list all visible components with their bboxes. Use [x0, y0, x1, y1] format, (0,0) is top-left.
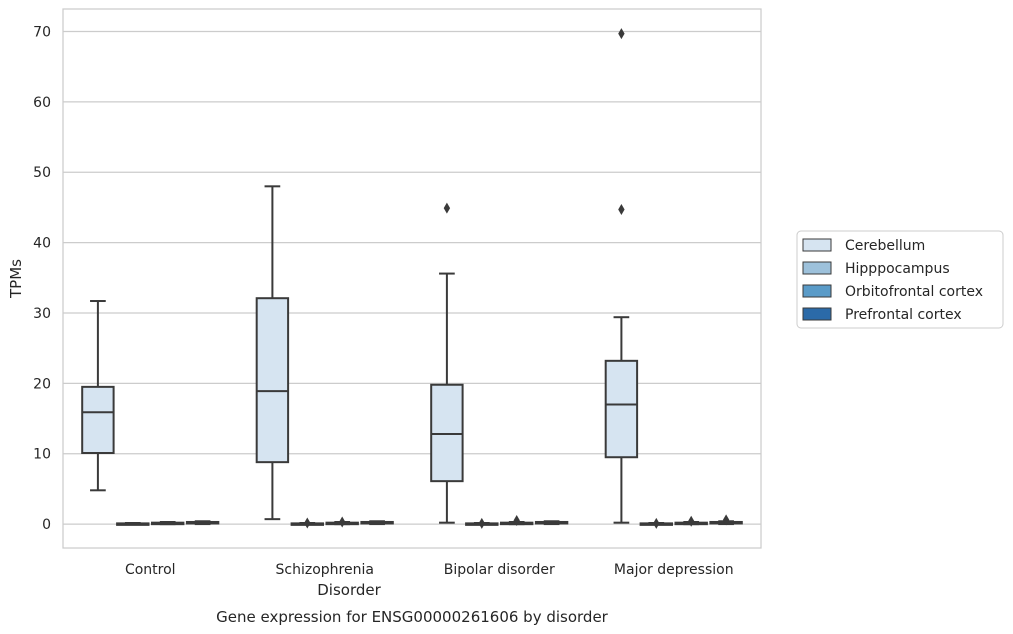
box-3-3 [499, 515, 534, 527]
box-1-4 [604, 28, 639, 524]
legend-swatch [802, 261, 832, 275]
plot-frame [62, 8, 762, 549]
outlier-point [339, 516, 346, 528]
outlier-point [618, 28, 625, 40]
legend-label: Cerebellum [845, 238, 925, 254]
box-iqr [604, 359, 639, 459]
outlier-point [722, 514, 730, 526]
box-1-2 [255, 185, 290, 521]
y-tick-label: 10 [33, 447, 51, 463]
x-tick-label: Control [125, 562, 176, 578]
outlier-point [513, 515, 520, 527]
box-2-2 [290, 517, 325, 529]
box-3-1 [150, 520, 185, 526]
chart-title: Gene expression for ENSG00000261606 by d… [216, 608, 609, 626]
box-3-2 [325, 516, 359, 528]
y-tick-label: 20 [33, 376, 51, 392]
box-iqr [81, 385, 115, 455]
box-iqr [255, 297, 290, 464]
legend-label: Hipppocampus [845, 261, 950, 277]
legend-swatch [802, 307, 832, 321]
legend-frame [796, 230, 1004, 329]
outlier-point [653, 517, 660, 529]
legend-label: Orbitofrontal cortex [845, 284, 983, 300]
x-tick-label: Schizophrenia [276, 562, 374, 578]
legend: Cerebellum Hipppocampus Orbitofrontal cort… [796, 230, 1004, 329]
legend-label: Prefrontal cortex [845, 307, 962, 323]
y-tick-label: 0 [42, 517, 51, 533]
y-axis-label: TPMs [7, 259, 25, 299]
box-2-3 [465, 517, 499, 529]
outlier-point [443, 202, 451, 214]
outlier-point [304, 517, 311, 529]
legend-swatch [802, 284, 832, 298]
box-2-1 [116, 522, 150, 526]
boxes [81, 28, 743, 529]
y-tick-labels: 0 10 20 30 40 50 60 70 [33, 25, 51, 534]
outlier-point [688, 515, 695, 527]
box-3-4 [674, 515, 708, 527]
y-tick-label: 60 [33, 95, 51, 111]
y-tick-label: 40 [33, 236, 51, 252]
outlier-point [618, 204, 625, 216]
x-tick-label: Bipolar disorder [444, 562, 555, 578]
y-tick-label: 70 [33, 25, 51, 41]
x-tick-labels: Control Schizophrenia Bipolar disorder Majo… [125, 562, 734, 578]
legend-swatch [802, 238, 832, 252]
outlier-point [478, 517, 485, 529]
box-1-1 [81, 300, 115, 492]
box-4-3 [534, 520, 569, 526]
box-2-4 [639, 517, 674, 529]
box-1-3 [430, 202, 464, 524]
box-4-2 [360, 520, 394, 526]
y-tick-label: 30 [33, 306, 51, 322]
x-axis-label: Disorder [317, 581, 381, 599]
box-4-4 [709, 514, 743, 526]
y-tick-label: 50 [33, 165, 51, 181]
box-iqr [430, 383, 464, 483]
x-tick-label: Major depression [614, 562, 734, 578]
box-4-1 [185, 520, 220, 526]
